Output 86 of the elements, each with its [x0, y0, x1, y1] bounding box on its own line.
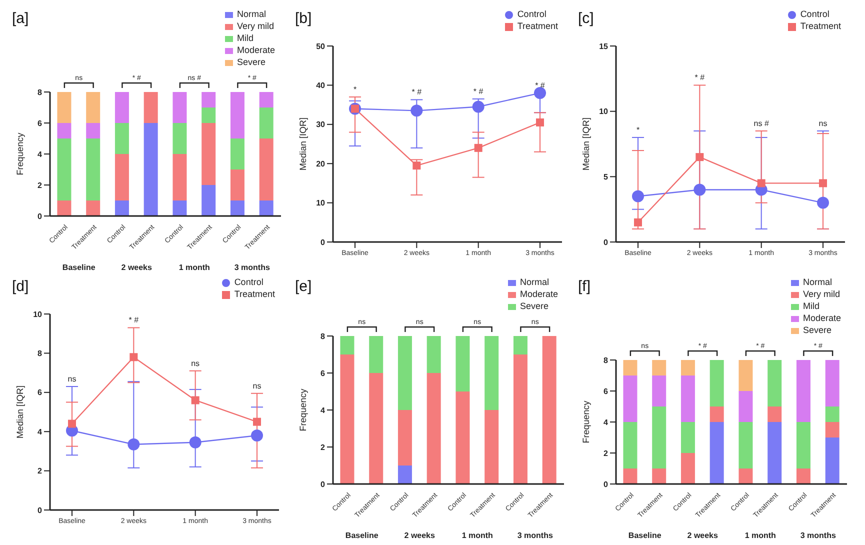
- y-tick-label: 20: [316, 159, 326, 168]
- chart-title: [c]: [578, 10, 594, 27]
- y-tick-label: 10: [599, 107, 609, 116]
- y-tick-label: 2: [604, 448, 609, 458]
- y-tick-label: 6: [604, 386, 609, 396]
- legend-label: Moderate: [520, 289, 558, 299]
- legend-label: Moderate: [802, 313, 841, 323]
- y-tick-label: 6: [320, 368, 326, 378]
- y-axis-title: Frequency: [581, 400, 592, 444]
- annotation: * #: [694, 73, 706, 82]
- y-tick-label: 10: [33, 310, 43, 319]
- legend-label: Control: [517, 9, 546, 19]
- y-tick-label: 8: [604, 356, 609, 365]
- legend-label: Control: [800, 9, 830, 19]
- legend-label: Severe: [520, 301, 548, 311]
- legend-label: Mild: [236, 33, 254, 43]
- legend-label: Very mild: [236, 21, 274, 31]
- y-tick-label: 6: [38, 388, 43, 398]
- y-tick-label: 5: [604, 172, 609, 182]
- annotation: * #: [535, 81, 546, 90]
- chart-title: [b]: [295, 10, 312, 27]
- y-tick-label: 50: [316, 42, 326, 51]
- legend-label: Treatment: [517, 21, 558, 31]
- legend-label: Normal: [802, 277, 832, 287]
- legend-label: Very mild: [802, 289, 840, 299]
- y-tick-label: 6: [38, 118, 43, 128]
- y-tick-label: 8: [38, 349, 43, 358]
- y-tick-label: 4: [38, 150, 43, 159]
- annotation: *: [353, 84, 357, 94]
- y-tick-label: 10: [316, 198, 326, 208]
- annotation: * #: [412, 88, 422, 97]
- y-axis-title: Frequency: [15, 132, 26, 176]
- y-tick-label: 2: [38, 180, 43, 190]
- y-axis-title: Median [IQR]: [15, 385, 26, 439]
- text: 1 month: [462, 531, 494, 540]
- annotation: * #: [128, 316, 140, 325]
- y-tick-label: 30: [316, 120, 326, 130]
- legend-label: Mild: [802, 301, 820, 311]
- chart-title: [d]: [12, 278, 29, 295]
- annotation: ns #: [754, 118, 770, 128]
- legend-label: Normal: [236, 9, 266, 19]
- text: Baseline: [628, 531, 662, 540]
- y-tick-label: 0: [38, 212, 43, 221]
- y-tick-label: 0: [604, 480, 609, 489]
- y-tick-label: 15: [599, 42, 609, 51]
- y-tick-label: 4: [38, 427, 43, 436]
- annotation: ns: [252, 381, 262, 390]
- annotation: ns: [818, 118, 828, 128]
- annotation: ns: [191, 358, 200, 368]
- annotation: ns: [68, 374, 76, 384]
- text: 1 month: [178, 263, 210, 272]
- y-axis-title: Median [IQR]: [298, 117, 308, 171]
- y-tick-label: 2: [38, 466, 43, 476]
- chart-title: [a]: [12, 10, 29, 27]
- text: 3 months: [517, 531, 554, 540]
- annotation: *: [636, 125, 640, 134]
- y-tick-label: 0: [320, 480, 326, 489]
- y-tick-label: 4: [320, 406, 326, 415]
- y-axis-title: Median [IQR]: [581, 117, 592, 171]
- legend-label: Control: [234, 277, 264, 287]
- y-tick-label: 0: [604, 238, 609, 247]
- text: 1 month: [744, 531, 776, 540]
- legend-label: Severe: [236, 57, 266, 67]
- y-tick-label: 0: [320, 238, 326, 247]
- text: 3 months: [234, 263, 270, 272]
- chart-title: [e]: [295, 278, 312, 295]
- legend-label: Normal: [520, 277, 549, 287]
- legend-label: Treatment: [800, 21, 841, 31]
- legend-label: Severe: [802, 325, 832, 335]
- y-tick-label: 2: [320, 442, 326, 452]
- legend-label: Treatment: [234, 289, 275, 299]
- y-tick-label: 40: [316, 81, 326, 90]
- annotation: * #: [473, 86, 484, 96]
- y-tick-label: 8: [320, 332, 326, 341]
- legend-label: Moderate: [236, 45, 275, 55]
- y-tick-label: 8: [38, 88, 43, 97]
- y-tick-label: 4: [604, 418, 609, 427]
- text: 3 months: [800, 531, 836, 540]
- text: Baseline: [62, 263, 96, 272]
- text: Baseline: [345, 531, 379, 540]
- text: 2 weeks: [121, 263, 153, 272]
- y-axis-title: Frequency: [298, 388, 308, 432]
- y-tick-label: 0: [38, 506, 43, 515]
- text: 2 weeks: [687, 531, 719, 540]
- chart-title: [f]: [578, 278, 591, 295]
- text: 2 weeks: [404, 531, 436, 540]
